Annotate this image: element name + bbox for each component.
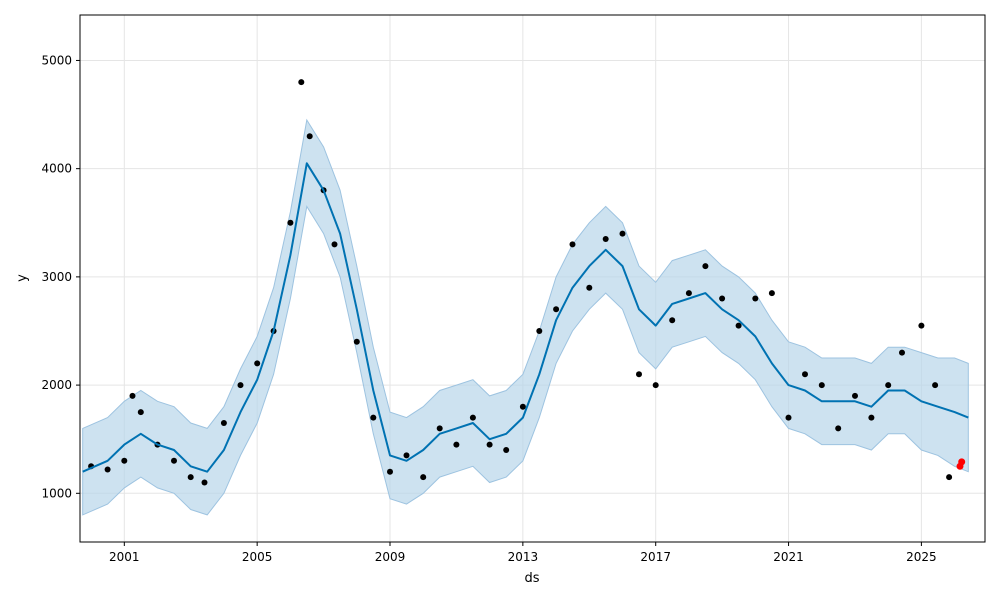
observed-point xyxy=(652,382,659,389)
x-tick-label: 2021 xyxy=(773,550,804,564)
x-axis-label: ds xyxy=(524,571,539,586)
observed-point xyxy=(171,457,177,464)
observed-point xyxy=(486,441,493,448)
observed-point xyxy=(137,409,144,416)
observed-point xyxy=(619,230,626,237)
observed-point xyxy=(835,425,842,432)
observed-point xyxy=(237,382,244,389)
observed-point xyxy=(586,284,593,291)
observed-point xyxy=(519,403,526,410)
observed-point xyxy=(187,474,194,481)
observed-point xyxy=(387,468,393,475)
forecast-line-path xyxy=(82,162,969,473)
x-tick-label: 2001 xyxy=(109,550,140,564)
y-tick-label: 3000 xyxy=(41,270,72,284)
observed-point xyxy=(946,474,953,481)
observed-point xyxy=(918,322,925,329)
observed-point xyxy=(818,382,825,389)
observed-point xyxy=(403,452,410,459)
observed-point xyxy=(436,425,443,432)
x-tick-label: 2005 xyxy=(242,550,273,564)
observed-point xyxy=(331,241,338,248)
observed-point xyxy=(602,236,609,242)
plot-frame xyxy=(79,14,986,543)
observed-point xyxy=(453,441,460,448)
observed-point xyxy=(536,328,543,334)
observed-point xyxy=(129,392,136,399)
observed-point xyxy=(719,295,726,302)
observed-point xyxy=(899,349,905,356)
observed-point xyxy=(768,290,775,297)
x-tick-label: 2017 xyxy=(640,550,671,564)
observed-point xyxy=(121,457,128,464)
x-tick-label: 2009 xyxy=(375,550,406,564)
observed-point xyxy=(306,133,313,140)
observed-point xyxy=(636,371,642,378)
observed-point xyxy=(220,420,227,426)
observed-point xyxy=(885,382,892,389)
y-tick-label: 4000 xyxy=(41,162,72,176)
y-axis-ticks: 1000 2000 3000 4000 5000 xyxy=(41,53,80,500)
observed-point xyxy=(802,371,808,378)
x-tick-label: 2025 xyxy=(906,550,937,564)
observed-point xyxy=(201,479,208,486)
observed-point xyxy=(932,382,939,389)
observed-point xyxy=(503,447,510,453)
observed-point xyxy=(685,290,692,297)
uncertainty-band xyxy=(82,118,969,516)
observed-point xyxy=(420,474,427,481)
y-axis-label: y xyxy=(15,274,30,282)
observed-point xyxy=(370,414,377,421)
observed-points xyxy=(88,79,953,486)
x-axis-ticks: 2001 2005 2009 2013 2017 2021 2025 xyxy=(109,542,937,564)
observed-point xyxy=(553,306,560,313)
observed-point xyxy=(785,414,792,421)
observed-point xyxy=(254,360,261,367)
recent-points xyxy=(956,458,966,470)
observed-point xyxy=(752,295,759,302)
y-tick-label: 1000 xyxy=(41,486,72,500)
observed-point xyxy=(702,263,709,270)
y-tick-label: 2000 xyxy=(41,378,72,392)
forecast-line xyxy=(82,162,969,473)
recent-point xyxy=(958,458,966,466)
y-tick-label: 5000 xyxy=(41,53,72,67)
observed-point xyxy=(669,317,676,324)
observed-point xyxy=(469,414,476,421)
observed-point xyxy=(353,338,360,345)
uncertainty-area xyxy=(82,118,969,516)
observed-point xyxy=(852,392,858,399)
observed-point xyxy=(298,79,305,86)
observed-point xyxy=(104,466,111,473)
x-tick-label: 2013 xyxy=(508,550,539,564)
observed-point xyxy=(868,414,875,421)
observed-point xyxy=(287,219,294,226)
observed-point xyxy=(735,322,742,329)
observed-point xyxy=(569,241,576,248)
